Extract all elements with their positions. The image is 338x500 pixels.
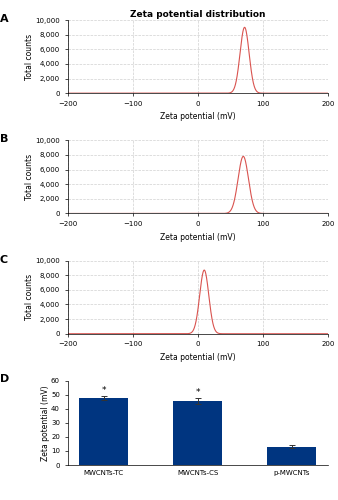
Y-axis label: Total counts: Total counts — [25, 34, 34, 80]
Y-axis label: Zeta potential (mV): Zeta potential (mV) — [41, 385, 50, 460]
X-axis label: Zeta potential (mV): Zeta potential (mV) — [160, 353, 236, 362]
Bar — [79, 398, 128, 465]
Title: Zeta potential distribution: Zeta potential distribution — [130, 10, 265, 19]
Y-axis label: Total counts: Total counts — [25, 154, 34, 200]
X-axis label: Zeta potential (mV): Zeta potential (mV) — [160, 112, 236, 122]
Text: *: * — [195, 388, 200, 396]
Text: B: B — [0, 134, 8, 144]
Text: A: A — [0, 14, 8, 24]
Text: D: D — [0, 374, 9, 384]
Bar — [267, 447, 316, 465]
Text: *: * — [102, 386, 106, 394]
X-axis label: Zeta potential (mV): Zeta potential (mV) — [160, 232, 236, 241]
Y-axis label: Total counts: Total counts — [25, 274, 34, 320]
Bar — [173, 401, 222, 465]
Text: C: C — [0, 254, 8, 264]
